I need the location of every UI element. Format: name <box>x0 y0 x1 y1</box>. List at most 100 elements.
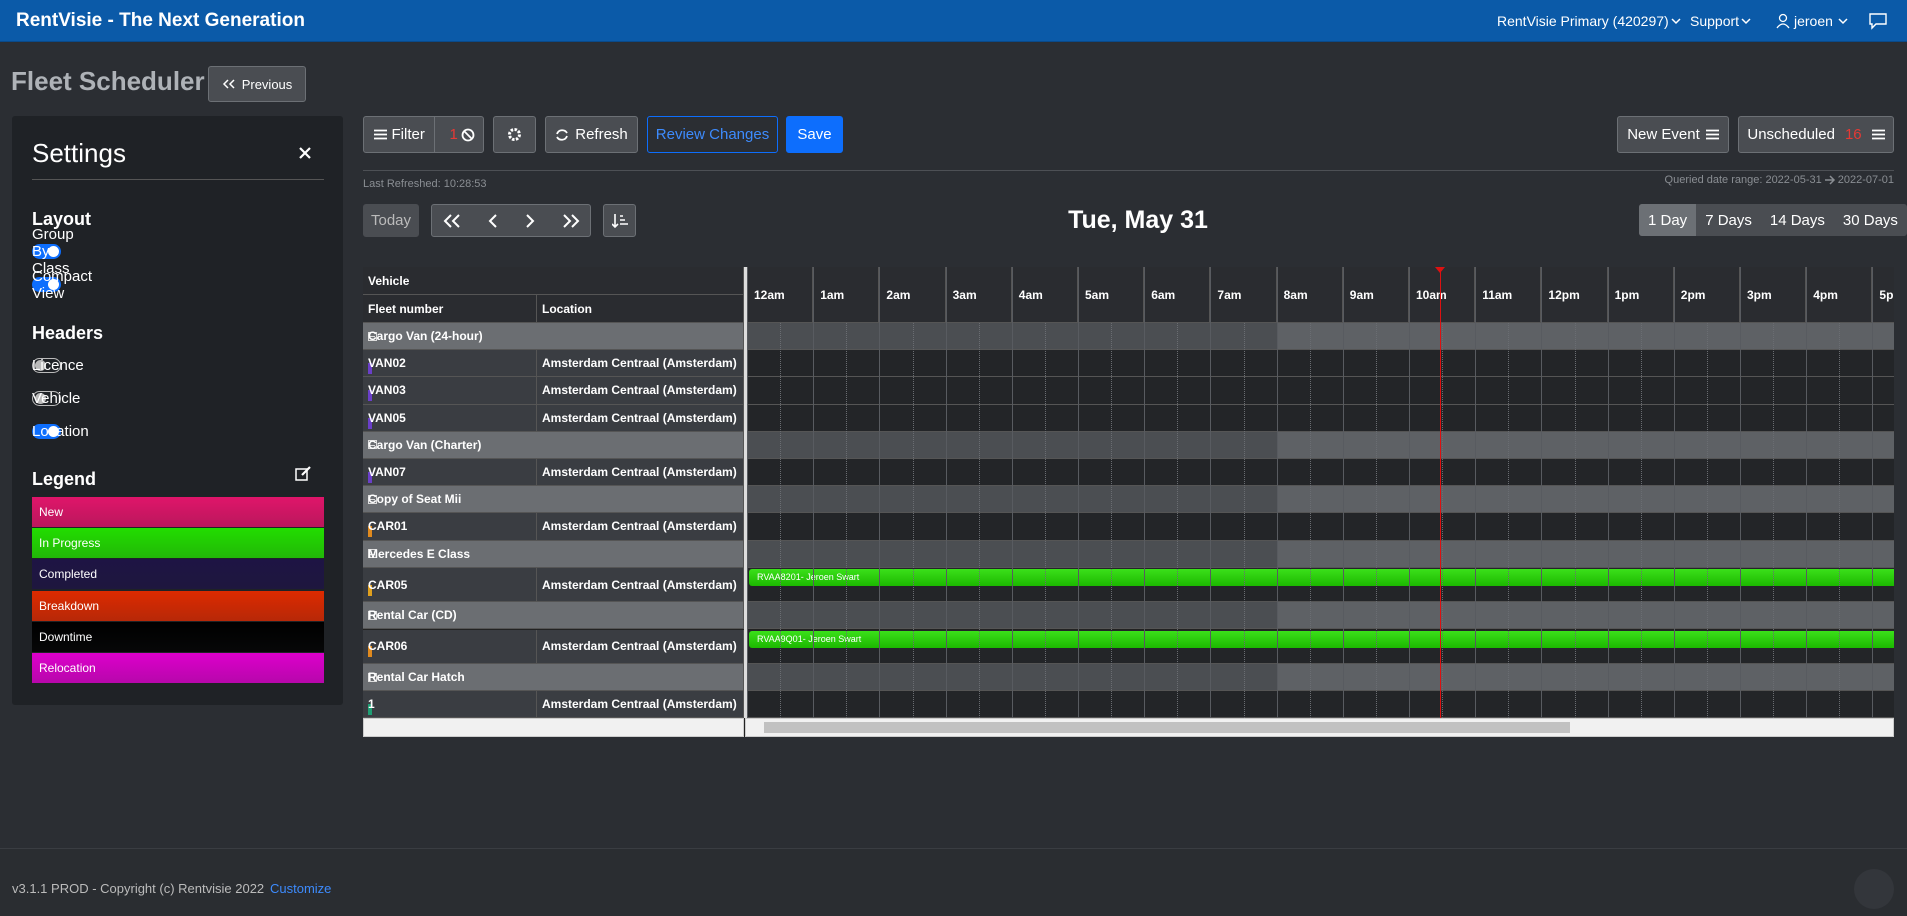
scrollbar-left[interactable] <box>363 718 744 737</box>
chevron <box>1838 18 1848 25</box>
group-name: Rental Car (CD) <box>368 608 457 623</box>
location-cell: Amsterdam Centraal (Amsterdam) <box>537 691 744 719</box>
icon <box>556 128 569 141</box>
hour-line <box>813 267 815 718</box>
icon <box>373 129 387 140</box>
fleet-cell[interactable]: VAN07 <box>363 459 537 487</box>
hour-label: 3pm <box>1740 267 1807 323</box>
chat-icon[interactable] <box>1868 12 1888 30</box>
knob <box>35 393 46 404</box>
today-button[interactable]: Today <box>363 204 419 237</box>
user-icon <box>1776 13 1790 29</box>
toggle[interactable]: Licence <box>32 357 84 374</box>
fleet-cell[interactable]: CAR06 <box>363 629 537 664</box>
label: Previous <box>241 76 293 92</box>
filter-button[interactable]: Filter <box>364 117 436 152</box>
toggle[interactable]: Group By Class <box>32 226 74 277</box>
hour-line <box>1673 267 1675 718</box>
group-timeline-late <box>1276 540 1894 568</box>
previous-button[interactable]: Previous <box>208 66 306 102</box>
hour-line <box>1607 267 1609 718</box>
booking-event[interactable]: RVAA8201- Jeroen Swart <box>749 568 1894 586</box>
toggle[interactable]: Vehicle <box>32 390 80 407</box>
account-menu[interactable]: RentVisie Primary (420297) <box>1497 0 1683 42</box>
location-cell: Amsterdam Centraal (Amsterdam) <box>537 350 744 378</box>
hour-label: 1am <box>813 267 880 323</box>
toggle-label: Location <box>32 423 89 440</box>
collapse-icon <box>368 440 377 450</box>
edit-legend[interactable] <box>295 466 311 482</box>
fleet-cell[interactable]: CAR05 <box>363 567 537 603</box>
first[interactable] <box>443 213 461 228</box>
hour-line <box>1409 267 1410 718</box>
refresh-button[interactable]: Refresh <box>545 116 638 153</box>
view-option[interactable]: 14 Days <box>1769 211 1825 229</box>
location-cell: Amsterdam Centraal (Amsterdam) <box>537 404 744 432</box>
fleet-cell[interactable]: VAN03 <box>363 377 537 405</box>
close[interactable] <box>299 147 311 159</box>
booking-event[interactable]: RVAA9Q01- Jeroen Swart <box>749 630 1894 648</box>
hour-label: 6am <box>1144 267 1211 323</box>
scroll-top[interactable] <box>1854 869 1894 909</box>
clear-filter[interactable]: 1 <box>441 126 483 143</box>
customize-link[interactable]: Customize <box>270 881 332 896</box>
icon <box>222 79 235 89</box>
view-option[interactable]: 1 Day <box>1639 204 1697 236</box>
footer: v3.1.1 PROD - Copyright (c) Rentvisie 20… <box>0 848 1907 916</box>
support-menu[interactable]: Support <box>1690 0 1753 42</box>
hour-label: 4pm <box>1806 267 1873 323</box>
fleet-number: VAN05 <box>368 410 406 425</box>
prev[interactable] <box>488 213 498 228</box>
fleet-cell[interactable]: 1 <box>363 691 537 719</box>
toggle[interactable]: Location <box>32 423 89 440</box>
half-hour-line <box>1442 323 1444 718</box>
location-cell: Amsterdam Centraal (Amsterdam) <box>537 459 744 487</box>
knob <box>48 246 59 257</box>
label: Review Changes <box>655 126 770 143</box>
hour-label: 12pm <box>1541 267 1608 323</box>
chevron <box>1741 18 1751 25</box>
group-row[interactable]: Rental Car Hatch <box>363 664 744 692</box>
new-event-button[interactable]: New Event <box>1617 116 1729 153</box>
sort-button[interactable] <box>603 204 636 237</box>
scroll-thumb[interactable] <box>764 722 1570 733</box>
group-name: Mercedes E Class <box>368 546 471 561</box>
label: Save <box>797 126 832 143</box>
half-hour-line <box>1375 323 1377 718</box>
fleet-cell[interactable]: VAN02 <box>363 350 537 378</box>
hour-label: 2pm <box>1673 267 1740 323</box>
hour-line <box>1011 267 1013 718</box>
group-row[interactable]: Rental Car (CD) <box>363 602 744 630</box>
next[interactable] <box>525 213 535 228</box>
toggle[interactable]: Compact View <box>32 268 92 302</box>
arrow <box>1824 175 1835 185</box>
review-button[interactable]: Review Changes <box>647 116 778 153</box>
toggle-label: Licence <box>32 357 84 374</box>
half-hour-line <box>978 323 980 718</box>
minus <box>370 499 375 501</box>
save-button[interactable]: Save <box>786 116 843 153</box>
view-option[interactable]: 7 Days <box>1705 211 1752 229</box>
user-menu[interactable]: jeroen <box>1775 0 1850 42</box>
settings-button[interactable] <box>493 116 536 153</box>
group-row[interactable]: Copy of Seat Mii <box>363 486 744 514</box>
fleet-cell[interactable]: CAR01 <box>363 513 537 541</box>
hour-label: 10am <box>1409 267 1476 323</box>
support: Support <box>1690 13 1740 29</box>
hour-line <box>1078 267 1079 718</box>
unscheduled-button[interactable]: Unscheduled 16 <box>1738 116 1894 153</box>
current-date: Tue, May 31 <box>1068 206 1208 234</box>
group-timeline-late <box>1276 486 1894 514</box>
last[interactable] <box>562 213 580 228</box>
group-row[interactable]: Cargo Van (24-hour) <box>363 323 744 351</box>
view-option[interactable]: 30 Days <box>1842 211 1898 229</box>
hour-line <box>945 267 947 718</box>
half-hour-line <box>1640 323 1642 718</box>
group-row[interactable]: Mercedes E Class <box>363 540 744 568</box>
hour-line <box>879 267 881 718</box>
brand[interactable]: RentVisie - The Next Generation <box>16 10 305 31</box>
queried-range: Queried date range: 2022-05-31 2022-07-01 <box>1665 174 1894 186</box>
fleet-cell[interactable]: VAN05 <box>363 404 537 432</box>
group-row[interactable]: Cargo Van (Charter) <box>363 431 744 459</box>
